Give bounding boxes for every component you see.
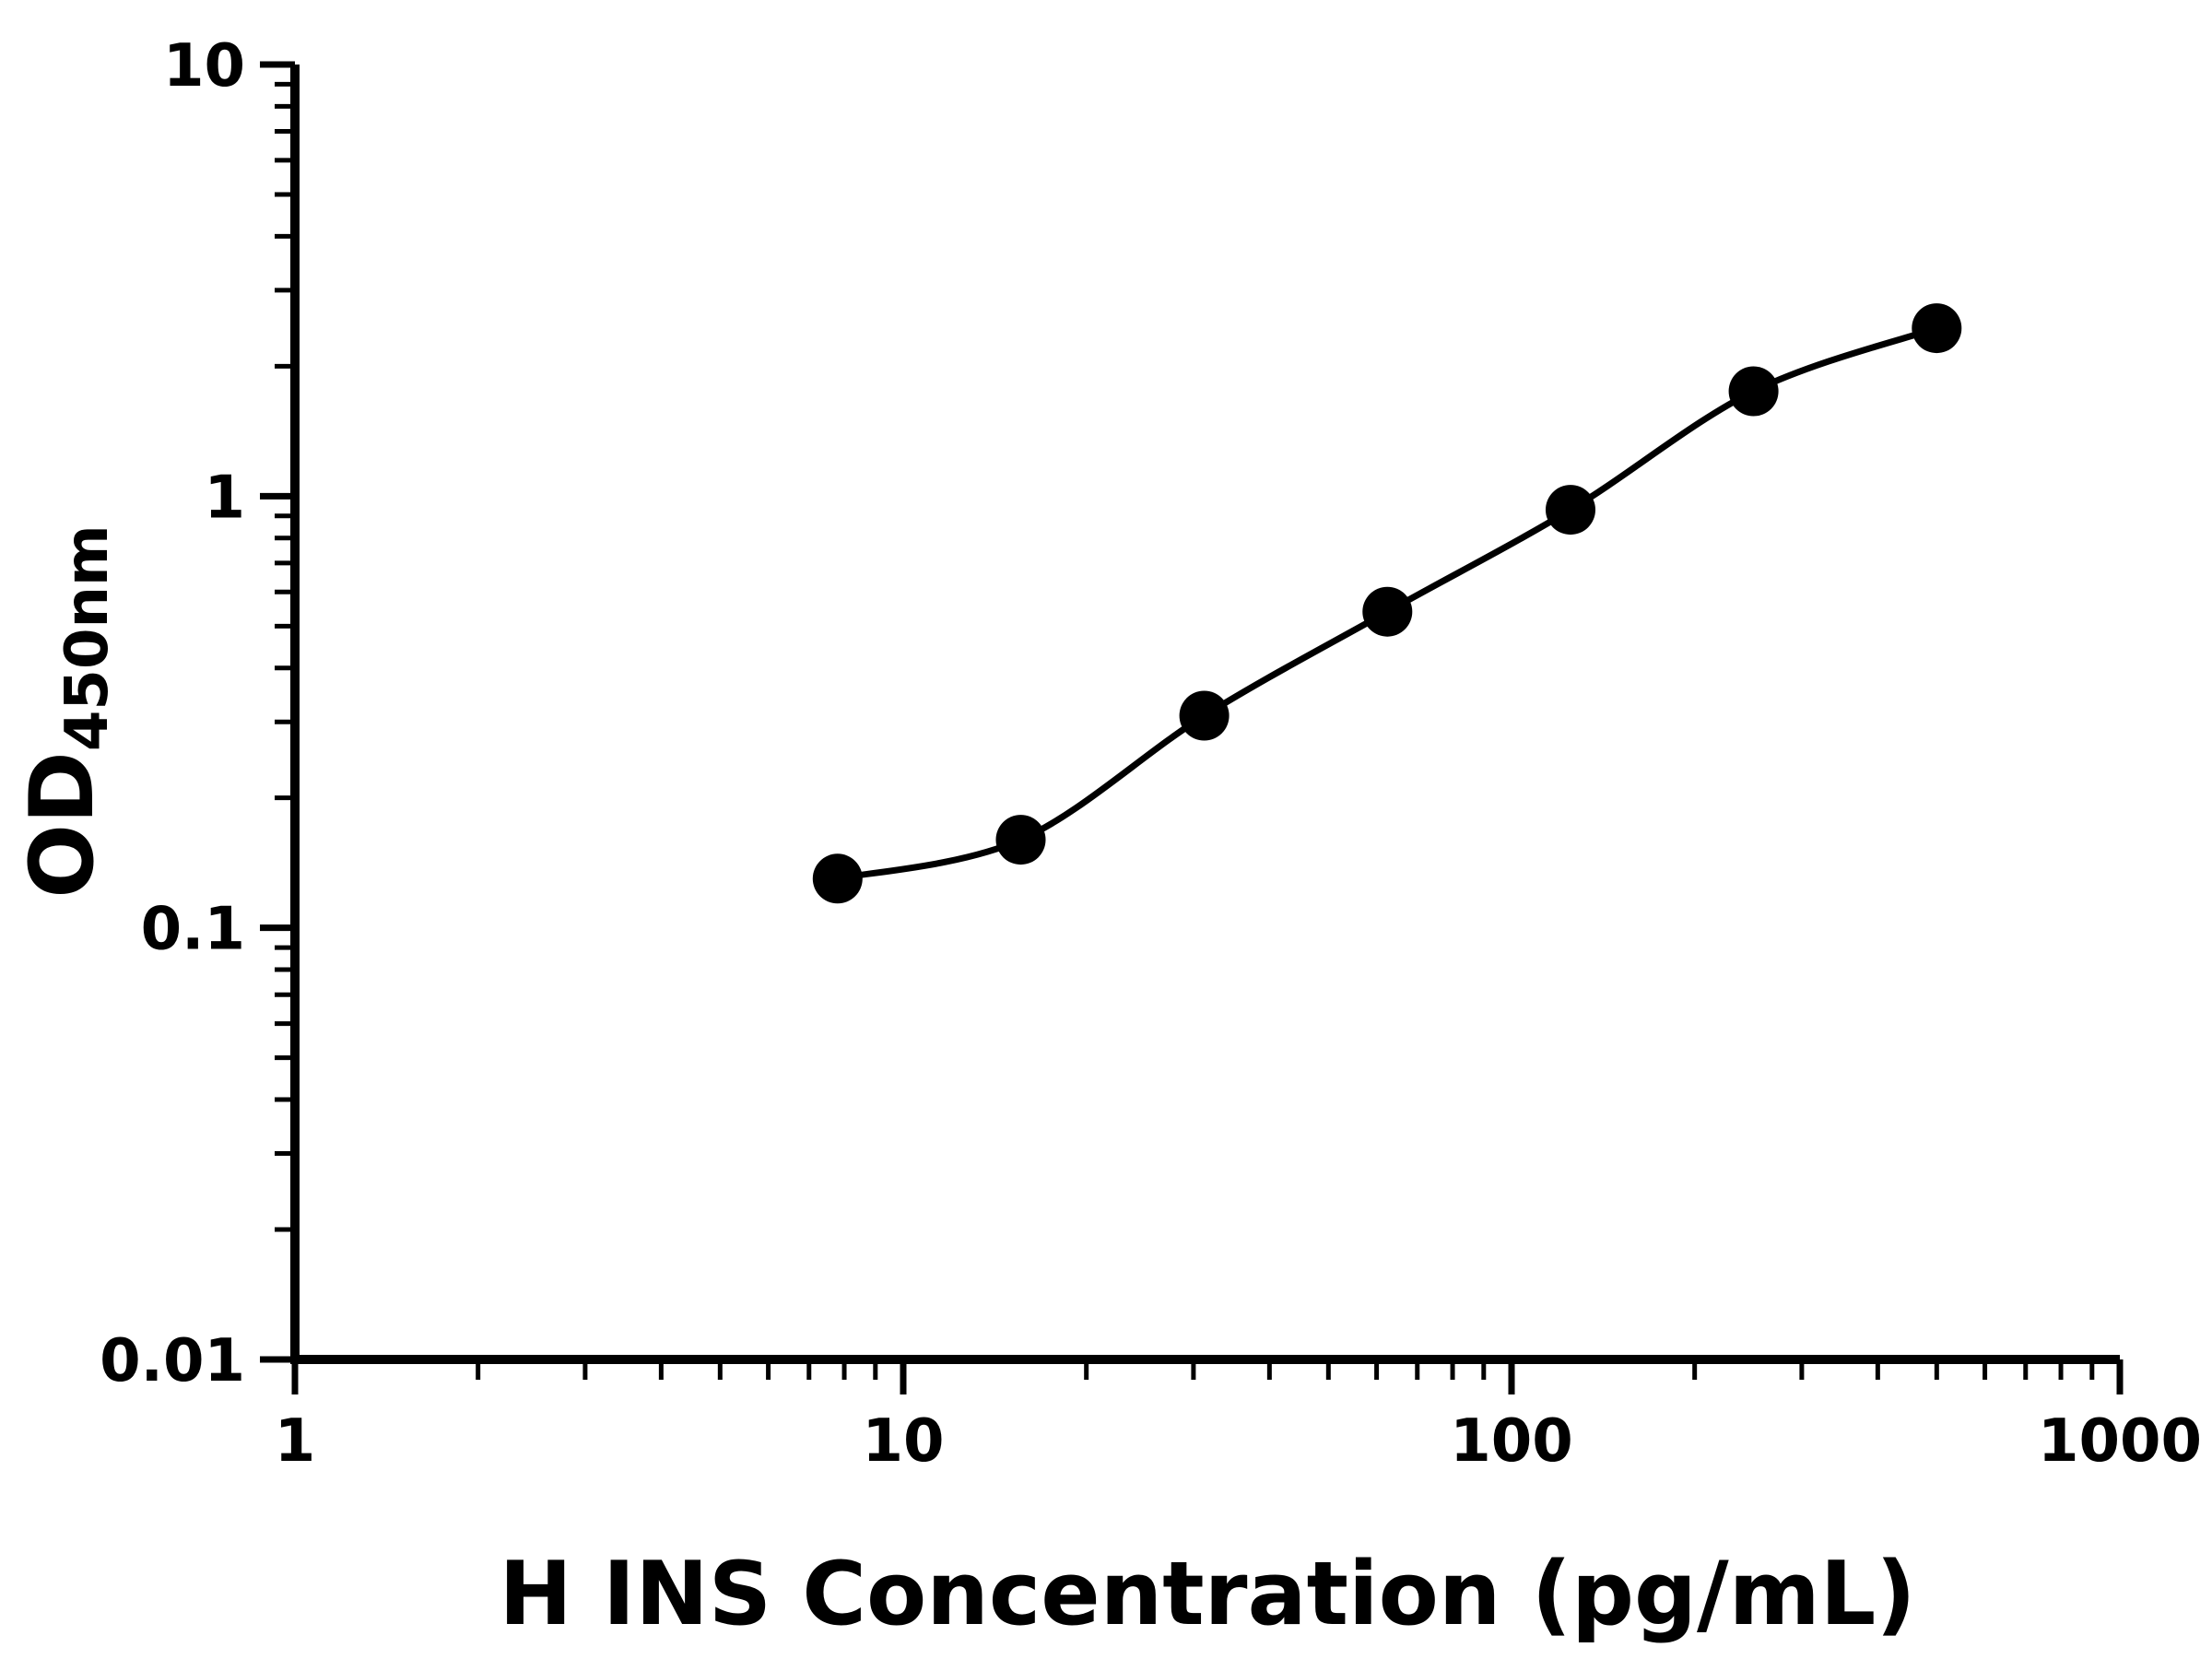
y-tick-label: 0.01	[100, 1327, 245, 1395]
x-tick-label: 1	[275, 1407, 316, 1476]
x-axis-title: H INS Concentration (pg/mL)	[499, 1544, 1915, 1645]
data-point	[1728, 366, 1779, 417]
data-point	[1546, 485, 1595, 535]
chart-axes-layer: 1 10 100 1000 10 1 0.1 0.01	[100, 32, 2202, 1476]
x-tick-label: 1000	[2038, 1407, 2202, 1476]
data-point	[1912, 303, 1962, 354]
chart-plot-layer	[812, 303, 1962, 904]
y-tick-label: 10	[163, 32, 245, 100]
y-axis-title-main: OD	[12, 751, 113, 899]
y-axis-title-subscript: 450nm	[53, 524, 122, 751]
data-point	[995, 815, 1046, 865]
data-point	[812, 853, 863, 904]
y-tick-label: 0.1	[141, 896, 245, 964]
data-point	[1179, 690, 1230, 741]
data-point	[1362, 586, 1413, 637]
x-tick-label: 10	[862, 1407, 944, 1476]
y-tick-label: 1	[204, 464, 245, 532]
y-axis-title: OD450nm	[12, 524, 122, 898]
x-tick-label: 100	[1450, 1407, 1573, 1476]
